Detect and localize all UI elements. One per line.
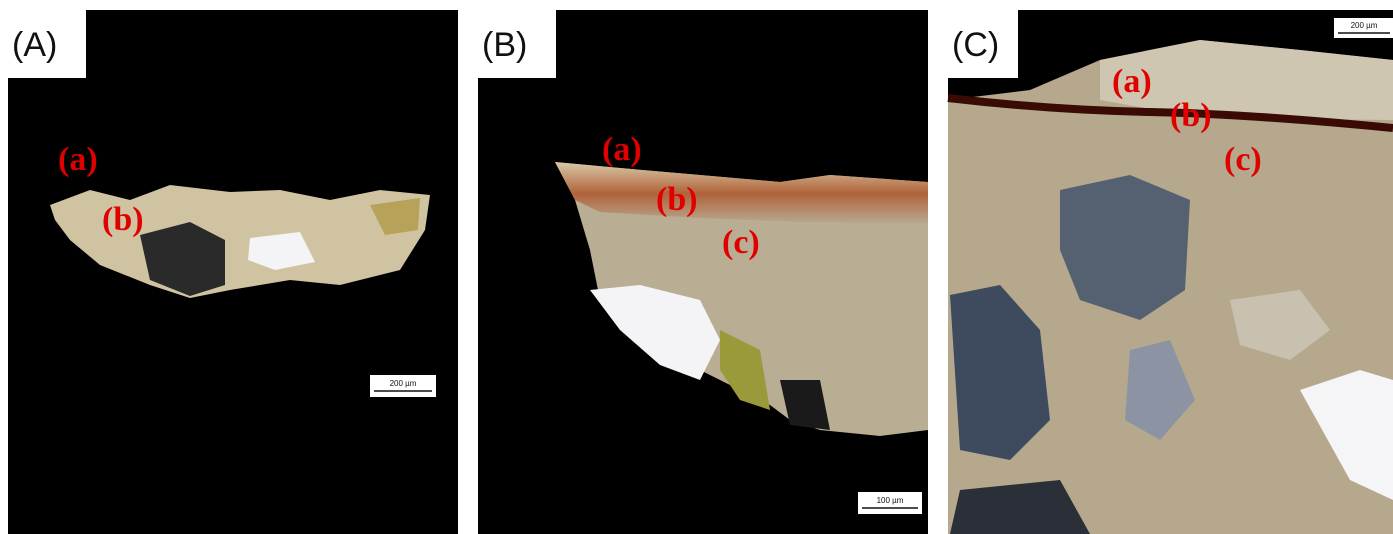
annotation: (c) [1224,141,1262,178]
figure: (A) (a) (b) 200 µm (B) (a) (b) (c) 100 µ… [0,0,1393,534]
panel-label: (B) [482,26,527,64]
annotation: (b) [102,201,144,238]
panel-label: (C) [952,26,999,64]
annotation: (a) [1112,63,1152,100]
crystal [1060,175,1190,320]
panel-b: (B) (a) (b) (c) 100 µm [478,10,928,534]
scale-bar-label: 100 µm [877,496,904,505]
annotation: (a) [602,131,642,168]
page: {"panels": [ {"label": "(A)", "annotatio… [0,0,1393,534]
panel-a: (A) (a) (b) 200 µm [8,10,458,534]
panel-c: (C) (a) (b) (c) 200 µm [948,10,1393,534]
annotation: (c) [722,224,760,261]
annotation: (b) [656,181,698,218]
scale-bar-label: 200 µm [390,379,417,388]
panel-label: (A) [12,26,57,64]
scale-bar-label: 200 µm [1351,21,1378,30]
annotation: (b) [1170,97,1212,134]
annotation: (a) [58,141,98,178]
